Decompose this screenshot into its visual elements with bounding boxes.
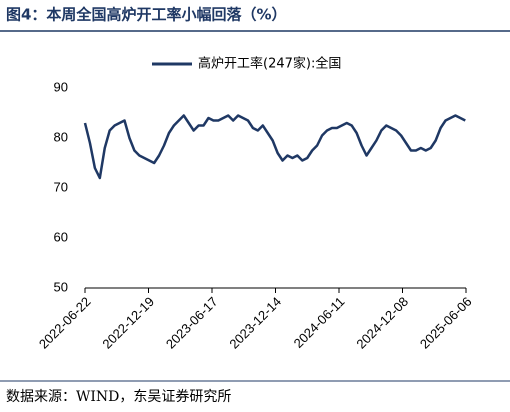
y-tick-label: 70 bbox=[54, 179, 68, 194]
chart-title: 图4：本周全国高炉开工率小幅回落（%） bbox=[6, 6, 286, 24]
x-tick-label: 2024-06-11 bbox=[291, 294, 348, 351]
y-tick-label: 60 bbox=[54, 229, 68, 244]
source: 数据来源：WIND，东吴证券研究所 bbox=[6, 389, 231, 405]
x-tick-label: 2022-06-22 bbox=[36, 294, 94, 352]
x-tick-label: 2025-06-06 bbox=[417, 294, 475, 352]
x-tick-label: 2023-12-14 bbox=[226, 294, 284, 352]
x-tick-label: 2023-06-17 bbox=[163, 294, 221, 352]
y-tick-label: 90 bbox=[54, 79, 68, 94]
y-tick-label: 50 bbox=[54, 279, 68, 294]
y-tick-label: 80 bbox=[54, 129, 68, 144]
legend-label: 高炉开工率(247家):全国 bbox=[198, 56, 341, 72]
series-line bbox=[83, 114, 466, 180]
x-tick-label: 2022-12-19 bbox=[99, 294, 157, 352]
x-tick-label: 2024-12-08 bbox=[353, 294, 411, 352]
